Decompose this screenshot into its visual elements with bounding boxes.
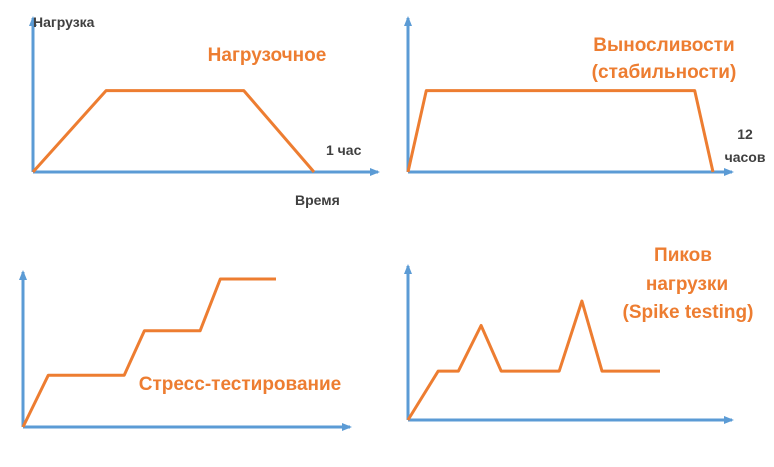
panel-endurance-test: Выносливости (стабильности) 12 часов	[404, 16, 766, 176]
panel-title-line-3: (Spike testing)	[623, 302, 754, 323]
panel-spike-test: Пиков нагрузки (Spike testing)	[404, 245, 754, 424]
panel-stress-test: Стресс-тестирование	[19, 270, 352, 431]
panel-title-line-1: Пиков	[654, 245, 712, 266]
stress-curve	[21, 277, 276, 428]
spike-curve	[406, 299, 660, 421]
duration-label: 1 час	[326, 142, 362, 158]
duration-label-line-1: 12	[737, 126, 753, 142]
panel-title-line-1: Выносливости	[593, 35, 734, 56]
panel-title-line-2: нагрузки	[646, 274, 728, 295]
panel-title-line-2: (стабильности)	[592, 62, 737, 83]
endurance-curve	[406, 89, 715, 173]
duration-label-line-2: часов	[725, 149, 766, 165]
panel-title: Нагрузочное	[208, 45, 327, 66]
load-curve	[31, 89, 316, 174]
x-axis-label: Время	[295, 192, 340, 208]
y-axis-label: Нагрузка	[33, 14, 95, 30]
panel-title: Стресс-тестирование	[139, 374, 342, 395]
panel-load-test: Нагрузка Время 1 час Нагрузочное	[29, 14, 380, 208]
